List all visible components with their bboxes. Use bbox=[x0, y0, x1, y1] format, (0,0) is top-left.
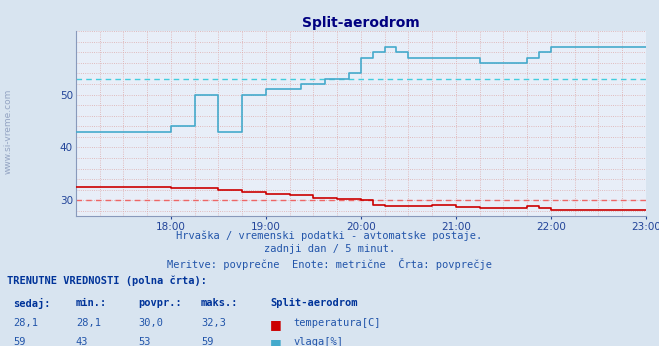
Text: maks.:: maks.: bbox=[201, 298, 239, 308]
Text: 28,1: 28,1 bbox=[76, 318, 101, 328]
Text: 53: 53 bbox=[138, 337, 151, 346]
Text: vlaga[%]: vlaga[%] bbox=[293, 337, 343, 346]
Text: povpr.:: povpr.: bbox=[138, 298, 182, 308]
Text: www.si-vreme.com: www.si-vreme.com bbox=[4, 89, 13, 174]
Text: 30,0: 30,0 bbox=[138, 318, 163, 328]
Text: Meritve: povprečne  Enote: metrične  Črta: povprečje: Meritve: povprečne Enote: metrične Črta:… bbox=[167, 258, 492, 270]
Text: Hrvaška / vremenski podatki - avtomatske postaje.: Hrvaška / vremenski podatki - avtomatske… bbox=[177, 230, 482, 240]
Text: 32,3: 32,3 bbox=[201, 318, 226, 328]
Text: 59: 59 bbox=[201, 337, 214, 346]
Text: temperatura[C]: temperatura[C] bbox=[293, 318, 381, 328]
Text: sedaj:: sedaj: bbox=[13, 298, 51, 309]
Text: 59: 59 bbox=[13, 337, 26, 346]
Title: Split-aerodrom: Split-aerodrom bbox=[302, 16, 420, 30]
Text: zadnji dan / 5 minut.: zadnji dan / 5 minut. bbox=[264, 244, 395, 254]
Text: min.:: min.: bbox=[76, 298, 107, 308]
Text: ■: ■ bbox=[270, 337, 282, 346]
Text: ■: ■ bbox=[270, 318, 282, 331]
Text: 43: 43 bbox=[76, 337, 88, 346]
Text: Split-aerodrom: Split-aerodrom bbox=[270, 298, 358, 308]
Text: 28,1: 28,1 bbox=[13, 318, 38, 328]
Text: TRENUTNE VREDNOSTI (polna črta):: TRENUTNE VREDNOSTI (polna črta): bbox=[7, 275, 206, 285]
